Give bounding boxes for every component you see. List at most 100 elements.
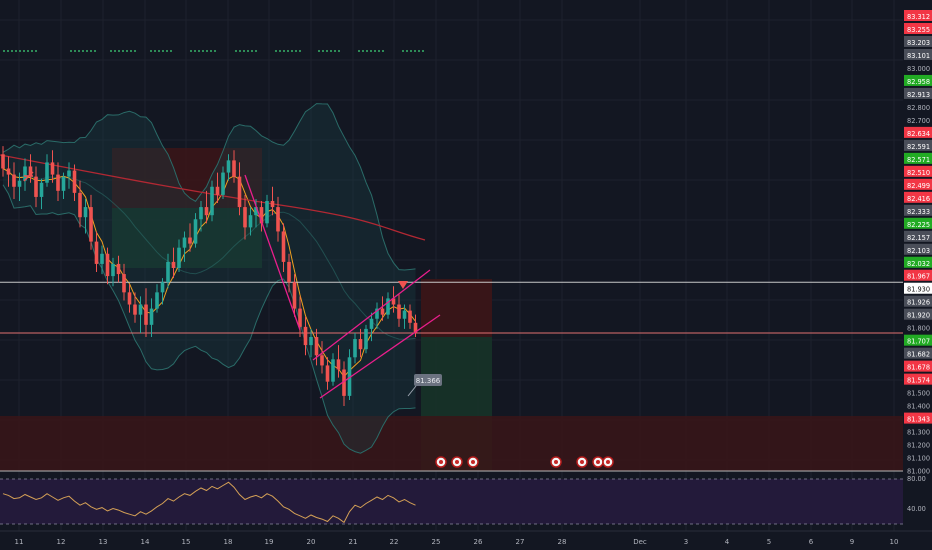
candle-body [353,339,357,358]
price-axis-label[interactable]: 82.958 [904,74,932,86]
price-axis-label[interactable]: 82.416 [904,191,932,203]
candle-body [111,263,115,277]
price-axis-label[interactable]: 83.203 [904,35,932,47]
price-label-bg [904,204,932,216]
time-axis-label[interactable]: 28 [558,538,567,546]
price-axis-label[interactable]: 82.103 [904,243,932,255]
time-axis-label[interactable]: 6 [809,538,814,546]
time-axis-label[interactable]: 20 [307,538,316,546]
rsi-pane[interactable] [0,478,903,525]
signal-dot [410,50,412,52]
candle-body [369,318,374,329]
price-axis-label[interactable]: 82.225 [904,217,932,229]
price-axis-label[interactable]: 82.800 [907,104,930,112]
time-axis-bg [0,531,932,550]
time-axis-label[interactable]: 15 [182,538,191,546]
price-axis-label[interactable]: 82.499 [904,178,932,190]
time-axis-label[interactable]: 10 [890,538,899,546]
price-axis-label[interactable]: 82.913 [904,87,932,99]
time-axis-label[interactable]: 21 [349,538,358,546]
time-axis[interactable]: 11 12 13 14 15 18 19 20 21 22 25 26 27 28 Dec 3 4 5 6 9 10 [0,530,932,550]
rsi-axis-label: 80.00 [907,475,926,483]
channel-down-line[interactable] [244,174,301,331]
candle-body [270,200,275,208]
price-channel[interactable] [244,174,441,399]
price-label-text: 82.571 [907,156,930,164]
time-axis-label[interactable]: 22 [390,538,399,546]
time-axis-label[interactable]: 26 [474,538,483,546]
candle-body [1,154,5,169]
signal-dot [318,50,320,52]
price-label-text: 82.333 [907,208,930,216]
price-axis-label[interactable]: 82.634 [904,126,932,138]
price-axis-label[interactable]: 83.312 [904,10,932,21]
candle-body [397,304,401,319]
price-label-text: 82.225 [907,221,930,229]
time-axis-label[interactable]: 14 [141,538,150,546]
price-axis-label[interactable]: 82.571 [904,152,932,164]
price-label-text: 82.416 [907,195,930,203]
price-label-bg [904,87,932,99]
price-axis-label[interactable]: 81.200 [907,442,930,450]
candle-body [34,176,38,197]
price-axis-label[interactable]: 81.920 [904,308,932,320]
price-axis-label[interactable]: 81.100 [907,455,930,463]
candle-body [12,174,16,187]
price-axis-label[interactable]: 81.343 [904,412,932,424]
time-axis-label[interactable]: 25 [432,538,441,546]
signal-dot [247,50,249,52]
candle-body [336,359,341,370]
price-axis-label[interactable]: 81.707 [904,334,932,346]
time-axis-label[interactable]: 4 [725,538,730,546]
price-axis-label[interactable]: 82.700 [907,117,930,125]
price-axis-label[interactable]: 81.678 [904,360,932,372]
horizontal-lines[interactable] [0,281,903,472]
price-axis-label[interactable]: 82.510 [904,165,932,177]
price-label-bg [904,230,932,242]
price-axis-label[interactable]: 83.000 [907,65,930,73]
price-axis-label[interactable]: 82.032 [904,256,932,268]
price-label-text: 81.200 [907,442,930,450]
signal-dot [418,50,420,52]
price-label-text: 82.800 [907,104,930,112]
price-axis[interactable]: 83.312 83.255 83.203 83.101 83.000 82.958 82.9… [903,0,932,550]
time-axis-label[interactable]: 11 [15,538,24,546]
price-label-text: 81.000 [907,468,930,476]
price-axis-label[interactable]: 82.333 [904,204,932,216]
candle-body [182,237,187,248]
price-label-text: 83.203 [907,39,930,47]
time-axis-label[interactable]: Dec [633,538,647,546]
time-axis-label[interactable]: 13 [99,538,108,546]
candle-body [116,263,121,275]
price-axis-label[interactable]: 81.574 [904,373,932,385]
time-axis-label[interactable]: 27 [516,538,525,546]
price-axis-label[interactable]: 81.967 [904,269,932,281]
price-axis-label[interactable]: 81.000 [907,468,930,476]
candle-body [45,162,49,183]
time-axis-label[interactable]: 3 [684,538,688,546]
price-axis-label[interactable]: 81.400 [907,403,930,411]
signal-dot [291,50,293,52]
price-axis-label[interactable]: 83.101 [904,48,932,60]
price-axis-label[interactable]: 81.930 [904,282,932,294]
time-axis-label[interactable]: 19 [265,538,274,546]
time-axis-label[interactable]: 5 [767,538,771,546]
price-axis-label[interactable]: 81.500 [907,390,930,398]
time-axis-label[interactable]: 12 [57,538,66,546]
price-axis-label[interactable]: 81.926 [904,295,932,307]
price-axis-label[interactable]: 81.300 [907,429,930,437]
price-axis-label[interactable]: 82.591 [904,139,932,151]
signal-dot [134,50,136,52]
economic-event-dot [554,460,558,464]
price-axis-label[interactable]: 82.157 [904,230,932,242]
channel-lower-line[interactable] [319,314,441,399]
event-icons[interactable] [435,456,614,468]
time-axis-label[interactable]: 9 [850,538,854,546]
time-axis-label[interactable]: 18 [224,538,233,546]
price-axis-label[interactable]: 83.255 [904,22,932,34]
price-axis-label[interactable]: 81.682 [904,347,932,359]
channel-upper-line[interactable] [312,269,431,361]
price-axis-label[interactable]: 81.800 [907,325,930,333]
